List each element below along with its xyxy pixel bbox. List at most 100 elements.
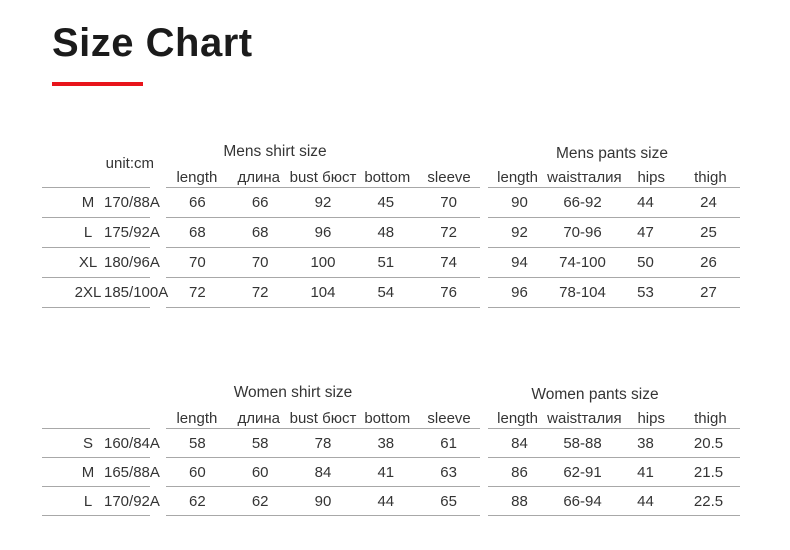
value-cell: 78 (314, 434, 332, 452)
value-cell: 68 (189, 224, 206, 241)
table-row: 58 58 78 38 61 (166, 429, 480, 458)
column-header: длина (237, 169, 280, 186)
value-cell: 27 (700, 284, 717, 301)
column-header: sleeve (427, 169, 471, 186)
value-cell: 21.5 (693, 463, 724, 481)
value-cell: 62 (189, 492, 206, 510)
table-header: Mens pants size length waistталия hips thigh (488, 140, 740, 188)
table-row: L 175/92A (42, 218, 160, 248)
value-cell: 72 (189, 284, 206, 301)
value-cell: 41 (637, 463, 654, 481)
value-cell: 84 (511, 434, 528, 452)
value-cell: 45 (377, 194, 395, 211)
column-header: bust бюст (289, 410, 357, 427)
unit-label (42, 381, 150, 429)
women-size-column-group: S 160/84A M 165/88A L 170/92A (42, 381, 160, 516)
table-row: 96 78-104 53 27 (488, 278, 740, 308)
value-cell: 66-92 (563, 194, 602, 211)
height-cell: 180/96A (104, 254, 160, 271)
table-row: 92 70-96 47 25 (488, 218, 740, 248)
table-title: Women shirt size (233, 384, 353, 401)
value-cell: 72 (440, 224, 457, 241)
value-cell: 50 (637, 254, 654, 271)
value-cell: 24 (700, 194, 717, 211)
size-cell: XL (78, 254, 98, 271)
table-row: 66 66 92 45 70 (166, 188, 480, 218)
value-cell: 92 (511, 224, 528, 241)
value-cell: 53 (637, 284, 654, 301)
mens-size-tables: unit:cm M 170/88A L 175/92A XL 180/96A 2XL 185/1… (42, 140, 740, 308)
value-cell: 66 (189, 194, 206, 211)
table-row: 2XL 185/100A (42, 278, 168, 308)
table-row: S 160/84A (42, 429, 160, 458)
size-cell: 2XL (74, 284, 102, 301)
value-cell: 94 (511, 254, 528, 271)
height-cell: 160/84A (104, 434, 160, 452)
value-cell: 62 (251, 492, 269, 510)
height-cell: 175/92A (104, 224, 160, 241)
column-header: length (176, 410, 218, 427)
value-cell: 70 (189, 254, 206, 271)
column-headers: length длина bust бюст bottom sleeve (166, 163, 480, 187)
table-row: 86 62-91 41 21.5 (488, 458, 740, 487)
value-cell: 96 (511, 284, 528, 301)
column-header: длина (237, 410, 280, 427)
value-cell: 70-96 (563, 224, 602, 241)
column-header: length (497, 410, 539, 427)
column-header: bust бюст (289, 169, 357, 186)
value-cell: 48 (377, 224, 395, 241)
size-cell: M (81, 194, 95, 211)
column-headers: length waistталия hips thigh (488, 404, 740, 428)
table-row: 70 70 100 51 74 (166, 248, 480, 278)
column-header: length (497, 169, 539, 186)
value-cell: 66 (251, 194, 269, 211)
table-row: 88 66-94 44 22.5 (488, 487, 740, 516)
column-headers: length длина bust бюст bottom sleeve (166, 404, 480, 428)
column-header: bottom (364, 169, 411, 186)
size-cell: L (83, 224, 93, 241)
size-cell: L (83, 492, 93, 510)
value-cell: 74 (440, 254, 457, 271)
table-row: XL 180/96A (42, 248, 160, 278)
value-cell: 60 (251, 463, 269, 481)
unit-label: unit:cm (42, 140, 154, 188)
value-cell: 63 (440, 463, 457, 481)
mens-size-column-group: unit:cm M 170/88A L 175/92A XL 180/96A 2XL 185/1… (42, 140, 168, 308)
column-header: waistталия (547, 410, 622, 427)
table-row: 62 62 90 44 65 (166, 487, 480, 516)
value-cell: 44 (637, 194, 654, 211)
value-cell: 62-91 (563, 463, 602, 481)
value-cell: 92 (314, 194, 332, 211)
height-cell: 170/88A (104, 194, 160, 211)
value-cell: 26 (700, 254, 717, 271)
table-row: 90 66-92 44 24 (488, 188, 740, 218)
value-cell: 60 (189, 463, 206, 481)
value-cell: 90 (314, 492, 332, 510)
value-cell: 104 (310, 284, 336, 301)
height-cell: 170/92A (104, 492, 160, 510)
table-header: Women shirt size length длина bust бюст bott… (166, 381, 480, 429)
table-row: 68 68 96 48 72 (166, 218, 480, 248)
table-row: 84 58-88 38 20.5 (488, 429, 740, 458)
table-row: 94 74-100 50 26 (488, 248, 740, 278)
women-shirt-table: Women shirt size length длина bust бюст bott… (166, 381, 480, 516)
column-headers: length waistталия hips thigh (488, 163, 740, 187)
column-header: thigh (694, 410, 727, 427)
women-size-tables: S 160/84A M 165/88A L 170/92A Women shirt size… (42, 381, 740, 516)
value-cell: 86 (511, 463, 528, 481)
table-header: Women pants size length waistталия hips thig… (488, 381, 740, 429)
height-cell: 165/88A (104, 463, 160, 481)
value-cell: 88 (511, 492, 528, 510)
table-row: 72 72 104 54 76 (166, 278, 480, 308)
value-cell: 70 (251, 254, 269, 271)
value-cell: 44 (377, 492, 395, 510)
height-cell: 185/100A (104, 284, 169, 301)
table-row: 60 60 84 41 63 (166, 458, 480, 487)
column-header: sleeve (427, 410, 471, 427)
value-cell: 20.5 (693, 434, 724, 452)
value-cell: 44 (637, 492, 654, 510)
table-row: M 165/88A (42, 458, 160, 487)
column-header: length (176, 169, 218, 186)
table-title: Mens pants size (556, 145, 668, 162)
